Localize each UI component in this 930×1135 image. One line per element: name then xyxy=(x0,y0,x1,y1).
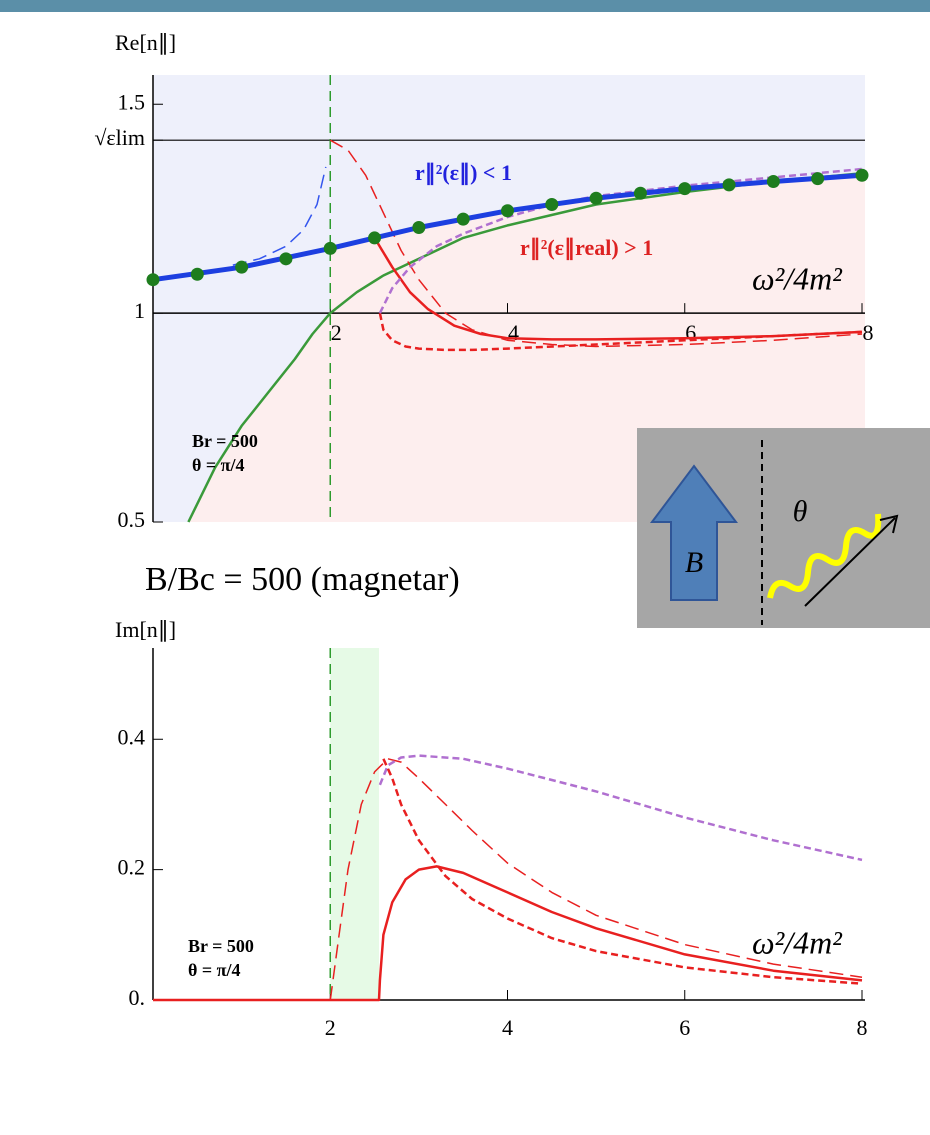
propagation xyxy=(804,517,896,607)
marker xyxy=(323,241,337,255)
marker xyxy=(678,182,692,196)
marker xyxy=(501,204,514,218)
marker xyxy=(589,191,603,205)
marker xyxy=(545,198,559,212)
y-tick-label: 1 xyxy=(134,298,145,323)
x-tick-label: 8 xyxy=(863,320,874,345)
curve xyxy=(329,139,863,348)
y-tick-label: 0.5 xyxy=(118,507,146,532)
y-tick-label: 0.2 xyxy=(118,855,146,880)
marker xyxy=(811,172,825,186)
axis-title: Re[n∥] xyxy=(115,30,176,55)
y-tick-label: 1.5 xyxy=(118,89,146,114)
curve xyxy=(373,237,863,341)
x-tick-label: 8 xyxy=(857,1015,868,1040)
field-label: B xyxy=(685,546,703,579)
marker xyxy=(766,175,780,189)
photon xyxy=(767,513,882,599)
annotation: Br = 500 xyxy=(192,431,258,451)
y-tick-label: √εlim xyxy=(94,125,145,150)
annotation: ω²/4m² xyxy=(752,924,843,960)
annotation: θ = π/4 xyxy=(188,960,241,980)
x-tick-label: 4 xyxy=(502,1015,513,1040)
curve xyxy=(153,865,863,1002)
annotation: r∥²(ε∥) < 1 xyxy=(415,160,512,186)
curve xyxy=(378,312,863,352)
marker xyxy=(722,178,736,192)
annotation: ω²/4m² xyxy=(752,260,843,296)
angle-label: θ xyxy=(793,495,808,528)
band xyxy=(330,648,379,1000)
annotation: θ = π/4 xyxy=(192,455,245,475)
curve xyxy=(232,166,327,266)
curve xyxy=(378,754,863,862)
y-tick-label: 0.4 xyxy=(118,724,146,749)
marker xyxy=(368,231,382,245)
marker xyxy=(633,186,647,200)
arrow-head xyxy=(879,514,899,534)
marker xyxy=(235,260,249,274)
y-tick-label: 0. xyxy=(129,985,146,1010)
axis-title: Im[n∥] xyxy=(115,617,176,642)
top-bar xyxy=(0,0,930,12)
x-tick-label: 4 xyxy=(508,320,519,345)
curve xyxy=(382,758,863,985)
curve xyxy=(329,758,863,1001)
marker xyxy=(456,212,470,226)
annotation: Br = 500 xyxy=(188,936,254,956)
x-tick-label: 2 xyxy=(331,320,342,345)
marker xyxy=(279,252,293,266)
marker xyxy=(855,168,869,182)
marker xyxy=(190,267,204,281)
marker xyxy=(412,220,426,234)
x-tick-label: 6 xyxy=(679,1015,690,1040)
x-tick-label: 2 xyxy=(325,1015,336,1040)
field-arrow xyxy=(650,464,738,601)
caption: B/Bc = 500 (magnetar) xyxy=(145,561,460,598)
marker xyxy=(146,273,160,287)
inset: B θ xyxy=(637,428,930,628)
annotation: r∥²(ε∥real) > 1 xyxy=(520,235,653,261)
x-tick-label: 6 xyxy=(685,320,696,345)
